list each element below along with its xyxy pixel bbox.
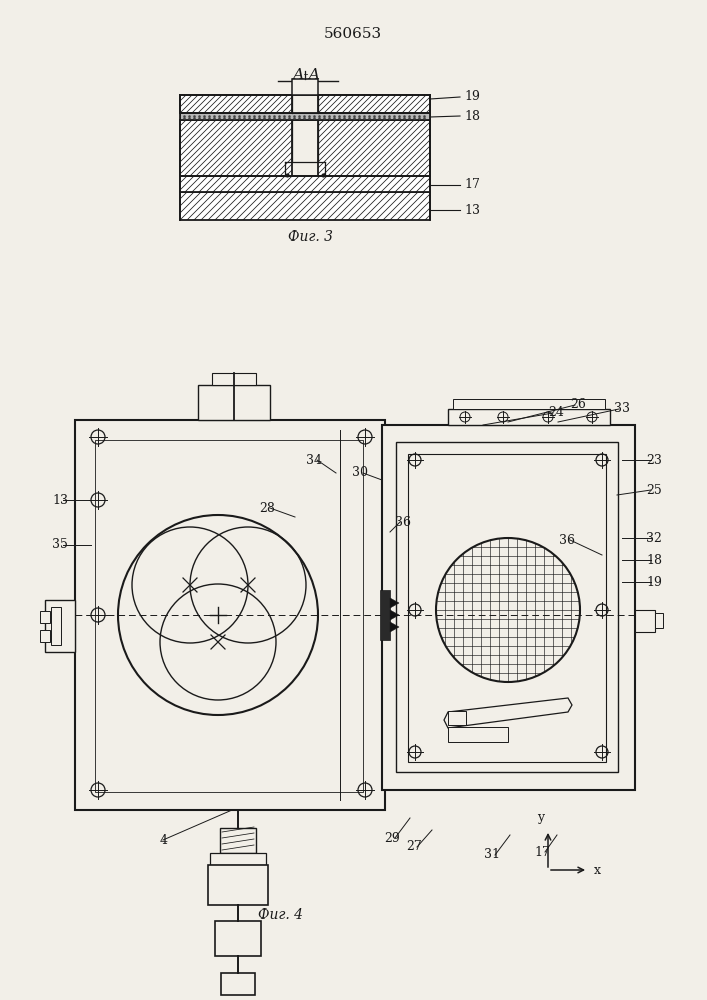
Text: 4: 4 [160, 834, 168, 846]
Polygon shape [318, 95, 430, 113]
Text: 17: 17 [534, 846, 550, 858]
Polygon shape [390, 610, 399, 620]
Bar [212, 373, 256, 385]
Bar [95, 440, 363, 792]
Polygon shape [390, 598, 399, 608]
Bar [180, 113, 430, 120]
Bar [75, 420, 385, 810]
Text: 25: 25 [646, 484, 662, 496]
Bar [448, 727, 508, 742]
Text: 23: 23 [646, 454, 662, 466]
Text: А-А: А-А [293, 68, 321, 82]
Bar [380, 590, 390, 640]
Text: 32: 32 [646, 532, 662, 544]
Text: 36: 36 [559, 534, 575, 546]
Polygon shape [180, 176, 430, 192]
Bar [45, 600, 75, 652]
Text: 560653: 560653 [324, 27, 382, 41]
Bar [221, 973, 255, 995]
Text: 24: 24 [548, 406, 564, 420]
Text: 31: 31 [484, 848, 500, 861]
Text: 26: 26 [570, 398, 586, 412]
Text: 35: 35 [52, 538, 68, 552]
Text: 13: 13 [464, 204, 480, 217]
Text: y: y [537, 811, 544, 824]
Text: 33: 33 [614, 402, 630, 416]
Bar [396, 442, 618, 772]
Text: Фиг. 3: Фиг. 3 [288, 230, 332, 244]
Text: Фиг. 4: Фиг. 4 [257, 908, 303, 922]
Text: 17: 17 [464, 178, 480, 192]
Bar [448, 711, 466, 725]
Text: 19: 19 [464, 91, 480, 104]
Bar [448, 409, 610, 425]
Text: 30: 30 [352, 466, 368, 480]
Text: 28: 28 [259, 502, 275, 514]
Bar [51, 607, 61, 645]
Text: x: x [594, 863, 601, 876]
Polygon shape [390, 622, 399, 632]
Text: 18: 18 [646, 554, 662, 566]
Bar [208, 865, 268, 905]
Text: 29: 29 [384, 832, 400, 844]
Polygon shape [318, 120, 430, 176]
Text: 18: 18 [464, 109, 480, 122]
Polygon shape [180, 192, 430, 220]
Bar [198, 385, 270, 420]
Text: 19: 19 [646, 576, 662, 588]
Bar [655, 613, 663, 628]
Bar [215, 921, 261, 956]
Text: 36: 36 [395, 516, 411, 528]
Polygon shape [180, 120, 292, 176]
Bar [408, 454, 606, 762]
Text: 34: 34 [306, 454, 322, 466]
Bar [635, 610, 655, 632]
Text: 27: 27 [407, 840, 422, 854]
Bar [220, 828, 256, 853]
Bar [40, 630, 50, 642]
Bar [40, 611, 50, 623]
Bar [210, 853, 266, 865]
Bar [292, 79, 318, 95]
Polygon shape [444, 698, 572, 728]
Polygon shape [180, 95, 292, 113]
Bar [382, 425, 635, 790]
Text: 13: 13 [52, 493, 68, 506]
Bar [453, 399, 605, 409]
